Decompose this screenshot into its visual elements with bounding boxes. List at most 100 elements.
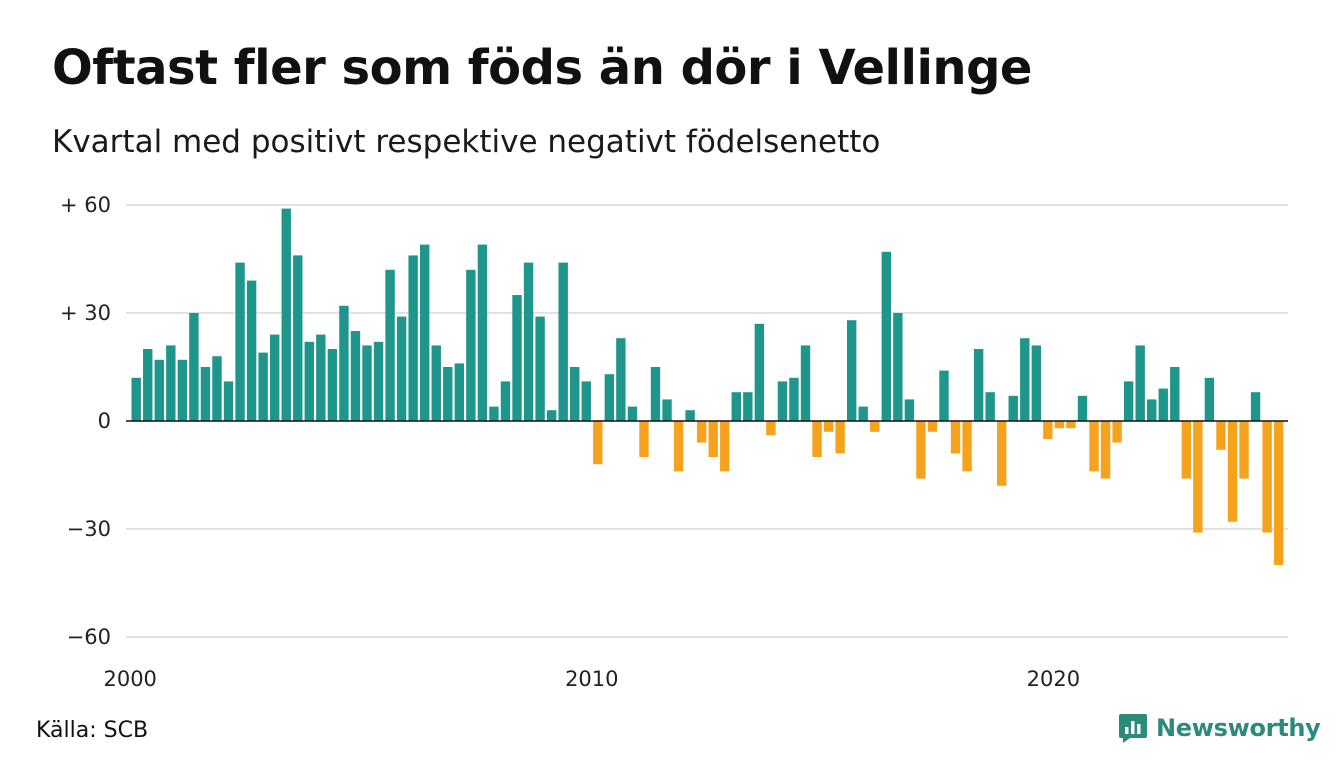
bar [154,359,164,421]
bar [177,359,188,421]
bar [800,345,811,421]
bar [131,377,141,421]
bar [396,316,407,421]
bar [1123,381,1134,421]
bar [881,251,891,421]
bar [1100,421,1111,479]
bar [673,421,684,472]
x-tick-label: 2000 [103,667,156,691]
y-tick-label: 0 [98,409,111,433]
bar [420,244,430,421]
bar [246,280,257,421]
bar [939,370,949,421]
bar [893,313,903,421]
bar [743,392,753,421]
bar [1112,421,1122,443]
bar [731,392,741,421]
bar [685,410,695,421]
bar [1066,421,1076,429]
bar [1077,395,1088,421]
bar [777,381,788,421]
bar [1204,377,1215,421]
y-tick-label: −30 [67,517,111,541]
bar [650,367,661,421]
bar [304,341,314,421]
bar [546,410,557,421]
bar [189,313,199,421]
bar [916,421,926,479]
bar [1158,388,1168,421]
bar [593,421,603,465]
bar [362,345,372,421]
bar [523,262,534,421]
bar [1239,421,1249,479]
bar [489,406,499,421]
gridlines [126,204,1288,638]
bar [212,356,222,421]
bar [927,421,938,432]
bar [466,269,476,421]
bar [870,421,880,432]
x-tick-label: 2010 [565,667,618,691]
brand-logo[interactable]: Newsworthy [1118,712,1321,744]
bar [558,262,568,421]
bar [1216,421,1226,450]
bar [235,262,245,421]
bar [1193,421,1203,533]
bar [696,421,707,443]
bar [616,338,626,421]
bar [754,323,765,421]
bar [627,406,638,421]
bar [408,255,418,421]
chart-subtitle: Kvartal med positivt respektive negativt… [52,124,881,160]
bar [962,421,972,472]
bar [789,377,799,421]
bar [766,421,776,436]
bar [1181,421,1192,479]
bar [708,421,718,457]
bar [512,295,522,421]
bar [293,255,303,421]
bar [385,269,395,421]
bar [846,320,857,421]
bar [200,367,211,421]
bar [1089,421,1099,472]
bar [443,367,453,421]
bar [581,381,591,421]
bar [316,334,326,421]
bar [950,421,961,454]
bar [1031,345,1042,421]
y-tick-label: + 60 [60,193,111,217]
bar [662,399,672,421]
bar [1273,421,1284,565]
bar [327,349,338,421]
bar [1227,421,1238,522]
brand-name: Newsworthy [1156,714,1321,742]
axes: + 60 + 30 0 −30 −60 2000 2010 2020 [60,193,1288,691]
bar [823,421,834,432]
bar [720,421,730,472]
bar [985,392,995,421]
bar [339,305,349,421]
bar [639,421,649,457]
y-tick-label: −60 [67,625,111,649]
bar [431,345,441,421]
bar [223,381,234,421]
bar [258,352,268,421]
bar [1135,345,1145,421]
bar [1262,421,1272,533]
x-tick-label: 2020 [1027,667,1080,691]
bar [454,363,465,421]
bar [1043,421,1053,439]
bar [973,349,984,421]
bars [131,208,1284,565]
newsworthy-logo-icon [1119,714,1147,743]
bar [350,331,361,421]
bar [269,334,280,421]
bar [1020,338,1030,421]
bar [812,421,822,457]
bar [1250,392,1261,421]
bar [997,421,1007,486]
bar [1054,421,1065,429]
